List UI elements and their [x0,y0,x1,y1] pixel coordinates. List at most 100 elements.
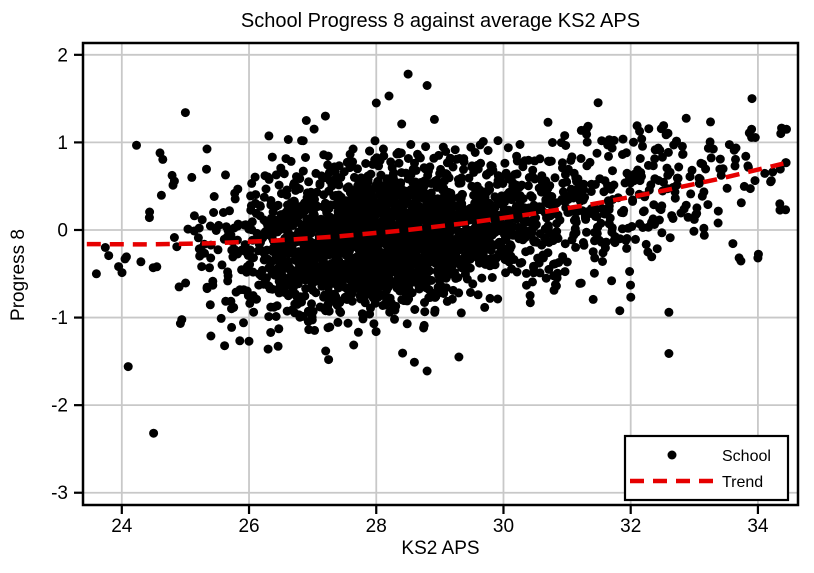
scatter-outlier-point [384,91,394,101]
scatter-point [330,227,340,237]
scatter-point [136,257,146,267]
scatter-point [324,268,334,278]
scatter-point [217,260,227,270]
scatter-point [509,192,519,202]
scatter-point [781,205,791,215]
scatter-point [406,259,416,269]
scatter-point [493,136,503,146]
scatter-point [643,222,653,232]
scatter-point [214,220,224,230]
scatter-point [421,283,431,293]
scatter-point [356,173,366,183]
scatter-point [264,131,274,141]
scatter-point [643,247,653,257]
legend-school-label: School [722,448,771,465]
scatter-point [350,187,359,197]
scatter-point [715,154,725,164]
scatter-point [578,238,588,247]
scatter-point [370,155,380,165]
scatter-point [368,279,378,289]
scatter-point [481,259,490,269]
scatter-point [465,263,475,273]
scatter-point [505,240,515,250]
scatter-point [473,290,483,300]
scatter-point [590,253,600,263]
scatter-point [713,206,723,216]
scatter-point [348,283,358,293]
scatter-point [510,170,520,179]
scatter-outlier-point [632,121,642,131]
scatter-point [271,312,281,321]
scatter-point [670,187,680,197]
scatter-point [317,220,327,230]
legend-box [623,434,790,502]
scatter-point [653,143,663,153]
scatter-point [264,312,274,322]
scatter-point [407,204,417,214]
scatter-point [422,193,432,203]
scatter-point [194,223,204,233]
scatter-point [296,202,306,212]
scatter-point [456,308,466,318]
scatter-point [327,259,336,268]
scatter-point [736,198,746,208]
scatter-point [320,173,329,183]
scatter-point [511,180,521,190]
scatter-point [132,140,141,150]
x-axis-label: KS2 APS [401,538,480,559]
scatter-point [346,256,356,265]
scatter-point [233,221,243,231]
scatter-point [537,240,547,250]
scatter-point [434,270,444,280]
scatter-point [665,233,675,243]
scatter-point [344,182,354,192]
scatter-point [451,245,461,255]
scatter-point [358,248,368,258]
scatter-point [456,193,466,203]
scatter-outlier-point [187,172,197,182]
scatter-point [508,222,518,232]
scatter-point [303,317,313,326]
scatter-point [376,290,386,300]
scatter-point [301,153,310,162]
scatter-point [206,253,216,263]
scatter-point [407,288,417,298]
scatter-outlier-point [454,352,464,362]
scatter-point [323,245,333,255]
scatter-point [378,144,388,154]
scatter-point [367,262,377,272]
scatter-point [249,307,259,317]
scatter-point [695,174,705,184]
scatter-point [261,184,271,194]
scatter-point [416,275,426,285]
scatter-point [301,284,311,294]
scatter-point [370,270,380,280]
scatter-point [205,263,214,273]
plot-border [81,41,800,507]
x-tick-label: 28 [366,516,387,537]
scatter-point [459,165,468,174]
scatter-point [453,227,463,236]
scatter-point [663,147,673,157]
scatter-point [216,313,226,323]
scatter-point [657,228,667,238]
scatter-point [321,346,331,356]
scatter-point [450,145,460,155]
scatter-point [478,249,488,258]
scatter-outlier-point [575,278,585,288]
scatter-point [520,233,530,242]
scatter-point [244,224,254,234]
scatter-point [534,183,544,193]
scatter-point [289,196,299,206]
scatter-point [552,219,562,228]
scatter-point [297,273,307,283]
scatter-point [401,246,411,256]
scatter-point [399,220,409,230]
scatter-point [490,228,500,238]
scatter-point [444,250,454,260]
scatter-point [515,140,525,149]
scatter-point [486,161,496,170]
legend-trend-label: Trend [722,474,763,491]
scatter-point [681,113,691,123]
scatter-point [298,225,308,235]
